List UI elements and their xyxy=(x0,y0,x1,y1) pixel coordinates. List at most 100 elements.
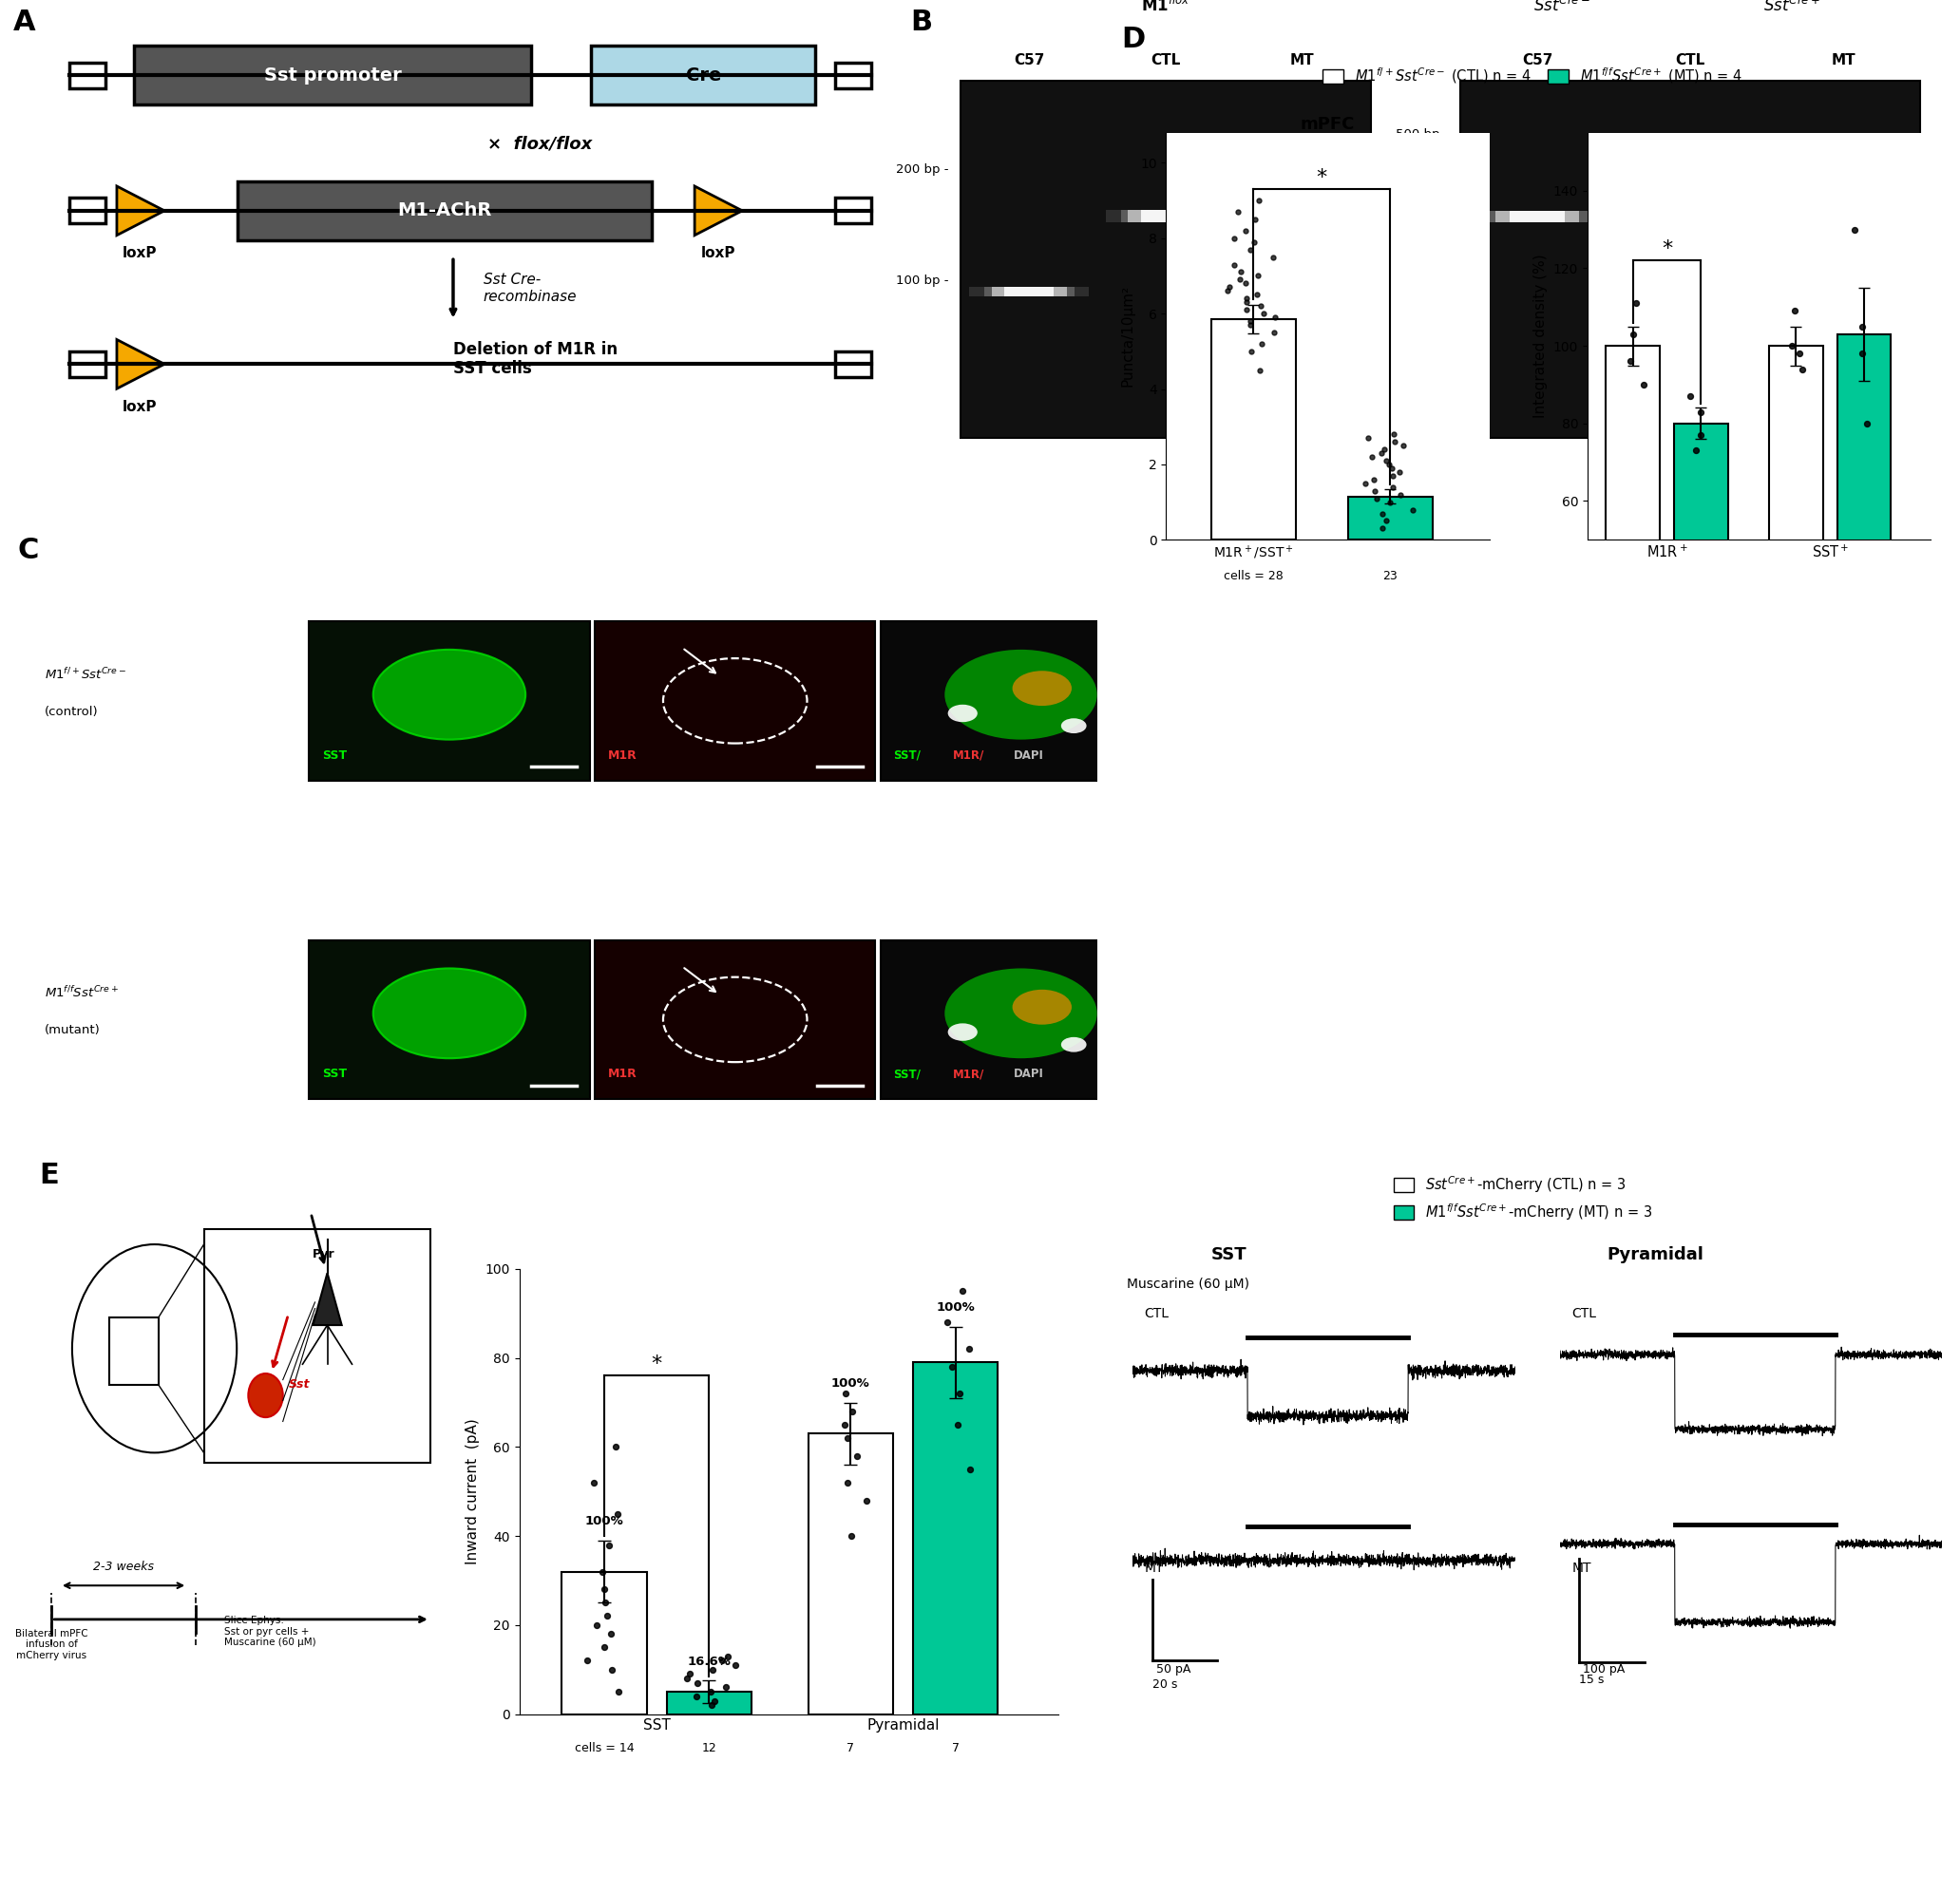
Point xyxy=(1245,354,1276,384)
Bar xyxy=(913,1362,998,1714)
Text: 200 bp -: 200 bp - xyxy=(896,163,949,176)
Text: Pyr: Pyr xyxy=(312,1248,335,1260)
Text: M1R/: M1R/ xyxy=(953,750,984,761)
Text: 100 pA: 100 pA xyxy=(1584,1663,1625,1676)
Text: $Sst^{Cre-}$: $Sst^{Cre-}$ xyxy=(1533,0,1590,15)
Point xyxy=(851,1485,882,1515)
Point xyxy=(1388,430,1419,460)
Text: $M1^{f/f}Sst^{Cre+}$: $M1^{f/f}Sst^{Cre+}$ xyxy=(45,985,118,1000)
Polygon shape xyxy=(118,186,165,235)
Point xyxy=(1221,197,1252,227)
Bar xyxy=(1623,210,1758,223)
Text: C57: C57 xyxy=(1013,53,1045,68)
Bar xyxy=(1211,320,1296,540)
Polygon shape xyxy=(694,186,743,235)
Text: 23: 23 xyxy=(1382,570,1397,581)
Point xyxy=(1235,335,1266,366)
Bar xyxy=(592,45,815,104)
Point xyxy=(1370,445,1401,475)
Text: CTL: CTL xyxy=(1145,1307,1168,1320)
Point xyxy=(1217,223,1249,254)
Point xyxy=(943,1409,974,1439)
Legend: $Sst^{Cre+}$-mCherry (CTL) n = 3, $M1^{f/f}Sst^{Cre+}$-mCherry (MT) n = 3: $Sst^{Cre+}$-mCherry (CTL) n = 3, $M1^{f… xyxy=(1388,1169,1658,1227)
Point xyxy=(1617,318,1648,348)
Text: DAPI: DAPI xyxy=(1013,1068,1045,1080)
Y-axis label: Inward current  (pA): Inward current (pA) xyxy=(466,1419,480,1564)
Point xyxy=(1258,242,1290,273)
Point xyxy=(1241,280,1272,311)
Point xyxy=(1776,331,1807,362)
Text: CTL: CTL xyxy=(1572,1307,1595,1320)
Point xyxy=(1235,307,1266,337)
Point xyxy=(947,1277,978,1307)
Bar xyxy=(968,286,1090,297)
Bar xyxy=(110,1318,159,1385)
Text: 50 pA: 50 pA xyxy=(1156,1663,1190,1676)
Point xyxy=(955,1455,986,1485)
Text: 12: 12 xyxy=(702,1742,717,1754)
Point xyxy=(831,1422,862,1453)
Text: Slice Ephys:
Sst or pyr cells +
Muscarine (60 μM): Slice Ephys: Sst or pyr cells + Muscarin… xyxy=(223,1616,316,1648)
Point xyxy=(602,1498,633,1528)
Bar xyxy=(1129,210,1203,223)
Text: SST: SST xyxy=(321,750,347,761)
Point xyxy=(1362,483,1394,513)
Point xyxy=(1686,420,1717,451)
Text: Deletion of M1R in
SST cells: Deletion of M1R in SST cells xyxy=(453,341,617,377)
Point xyxy=(1366,438,1397,468)
Point xyxy=(1231,288,1262,318)
Text: M1R/: M1R/ xyxy=(953,1068,984,1080)
Bar xyxy=(1278,210,1327,223)
Point xyxy=(1686,396,1717,426)
Point xyxy=(1235,235,1266,265)
Text: M1-AChR: M1-AChR xyxy=(398,201,492,220)
Point xyxy=(1372,449,1403,479)
Point xyxy=(1231,295,1262,326)
Bar xyxy=(1105,210,1225,223)
Bar xyxy=(1470,210,1605,222)
Bar xyxy=(204,1229,431,1462)
Text: 7: 7 xyxy=(953,1742,958,1754)
Circle shape xyxy=(949,705,978,722)
Point xyxy=(1838,214,1870,244)
Bar xyxy=(1486,210,1588,222)
Point xyxy=(710,1672,741,1703)
Point xyxy=(1846,311,1878,341)
Bar xyxy=(69,199,106,223)
Point xyxy=(696,1676,727,1706)
Text: A: A xyxy=(14,9,35,36)
Bar xyxy=(1674,424,1729,733)
Point xyxy=(1239,227,1270,258)
Point xyxy=(1376,453,1407,483)
Text: C57: C57 xyxy=(1521,53,1552,68)
Point xyxy=(1225,258,1256,288)
Text: Sst promoter: Sst promoter xyxy=(265,66,402,83)
Y-axis label: Integrated density (%): Integrated density (%) xyxy=(1535,254,1548,419)
Bar xyxy=(1817,212,1872,222)
Bar xyxy=(1648,210,1733,223)
Point xyxy=(1366,498,1397,528)
Text: CTL: CTL xyxy=(1151,53,1180,68)
Point xyxy=(572,1646,604,1676)
Point xyxy=(698,1686,729,1716)
Point xyxy=(590,1587,621,1617)
Bar xyxy=(960,80,1370,438)
Point xyxy=(672,1663,704,1693)
Text: E: E xyxy=(39,1161,59,1189)
Point xyxy=(937,1352,968,1383)
Point xyxy=(1378,426,1409,456)
Text: SST/: SST/ xyxy=(894,750,921,761)
Text: M1R: M1R xyxy=(608,750,637,761)
Title: mPFC: mPFC xyxy=(1301,116,1354,133)
Text: *: * xyxy=(1317,169,1327,188)
Point xyxy=(1384,479,1415,509)
Text: 300 bp -: 300 bp - xyxy=(1396,303,1448,316)
Point xyxy=(1788,354,1819,384)
Bar xyxy=(1605,347,1660,733)
Point xyxy=(696,1655,727,1686)
Bar xyxy=(596,939,876,1099)
Point xyxy=(931,1307,962,1337)
Point xyxy=(1213,273,1245,303)
Point xyxy=(829,1409,860,1439)
Point xyxy=(1846,339,1878,369)
